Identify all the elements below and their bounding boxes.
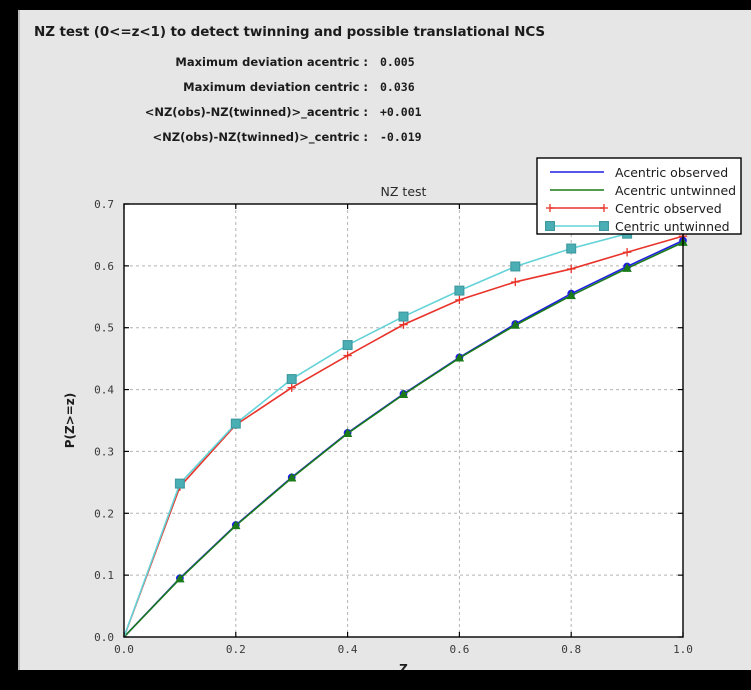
- plot-frame: [123, 203, 684, 638]
- marker-square: [566, 243, 577, 254]
- x-tick-label: 0.2: [226, 643, 246, 656]
- legend-label-2: Centric observed: [615, 201, 722, 216]
- y-tick-label: 0.0: [94, 631, 114, 644]
- y-tick-label: 0.2: [94, 507, 114, 520]
- marker-square: [286, 374, 297, 385]
- marker-triangle: [231, 520, 241, 530]
- statistic-value: +0.001: [380, 105, 422, 119]
- marker-triangle: [510, 319, 520, 329]
- statistic-value: 0.036: [380, 80, 415, 94]
- statistic-value: -0.019: [380, 130, 422, 144]
- marker-square: [230, 418, 241, 429]
- marker-triangle: [342, 428, 353, 438]
- marker-triangle: [566, 290, 576, 300]
- legend-marker-square: [598, 221, 609, 232]
- marker-square: [454, 285, 465, 296]
- y-tick-label: 0.7: [94, 198, 114, 211]
- x-axis-title: Z: [399, 662, 408, 670]
- marker-square: [342, 340, 353, 351]
- statistic-label-box: Maximum deviation acentric :: [124, 55, 368, 71]
- marker-square: [398, 311, 409, 322]
- marker-triangle: [287, 472, 297, 482]
- legend-box: [536, 157, 742, 235]
- marker-plus: [622, 248, 632, 257]
- chart-title: NZ test: [381, 184, 427, 199]
- axis-ticks: 0.0 0.1 0.2 0.3 0.4 0.5 0.6 0.7 0.0 0.2 0.4 0.6 0.8 1…: [94, 198, 693, 656]
- statistic-label: <NZ(obs)-NZ(twinned)>_centric :: [152, 130, 368, 144]
- marker-plus: [399, 320, 408, 329]
- report-panel: NZ test (0<=z<1) to detect twinning and …: [20, 10, 751, 670]
- marker-plus: [343, 351, 352, 360]
- x-tick-label: 0.0: [114, 643, 134, 656]
- legend-label-3: Centric untwinned: [615, 219, 730, 234]
- statistic-label-box: Maximum deviation centric :: [124, 80, 368, 96]
- legend-marker-square: [544, 221, 555, 232]
- statistic-label: Maximum deviation centric :: [183, 80, 368, 94]
- marker-plus: [511, 277, 520, 287]
- marker-triangle: [454, 352, 465, 362]
- panel-left-edge: [18, 10, 20, 670]
- nz-test-chart: 0.0 0.1 0.2 0.3 0.4 0.5 0.6 0.7 0.0 0.2 0.4 0.6 0.8 1…: [20, 10, 751, 670]
- marker-plus: [287, 383, 296, 392]
- y-tick-label: 0.6: [94, 260, 114, 273]
- x-tick-label: 1.0: [673, 643, 693, 656]
- chart-legend: Acentric observed Acentric untwinned Centr…: [536, 157, 742, 235]
- marker-triangle: [398, 389, 409, 399]
- y-axis-title: P(Z>=z): [63, 393, 77, 449]
- statistic-label: Maximum deviation acentric :: [175, 55, 368, 69]
- y-tick-label: 0.4: [94, 384, 114, 397]
- marker-plus: [567, 264, 576, 274]
- marker-square: [510, 261, 521, 272]
- page-title: NZ test (0<=z<1) to detect twinning and …: [34, 24, 546, 40]
- marker-triangle: [175, 573, 185, 583]
- y-tick-label: 0.5: [94, 322, 114, 335]
- statistic-value: 0.005: [380, 55, 415, 69]
- x-tick-label: 0.8: [561, 643, 581, 656]
- plot-background: [124, 204, 683, 637]
- x-tick-label: 0.4: [338, 643, 358, 656]
- legend-label-1: Acentric untwinned: [615, 183, 736, 198]
- y-tick-label: 0.3: [94, 445, 114, 458]
- marker-plus: [455, 295, 464, 305]
- y-tick-label: 0.1: [94, 569, 114, 582]
- marker-triangle: [622, 263, 632, 272]
- statistic-label-box: <NZ(obs)-NZ(twinned)>_acentric :: [124, 105, 368, 121]
- chart-svg: 0.0 0.1 0.2 0.3 0.4 0.5 0.6 0.7 0.0 0.2 0.4 0.6 0.8 1…: [63, 157, 742, 670]
- legend-label-0: Acentric observed: [615, 165, 728, 180]
- statistic-label-box: <NZ(obs)-NZ(twinned)>_centric :: [124, 130, 368, 146]
- marker-square: [174, 478, 185, 489]
- statistic-label: <NZ(obs)-NZ(twinned)>_acentric :: [144, 105, 368, 119]
- x-tick-label: 0.6: [449, 643, 469, 656]
